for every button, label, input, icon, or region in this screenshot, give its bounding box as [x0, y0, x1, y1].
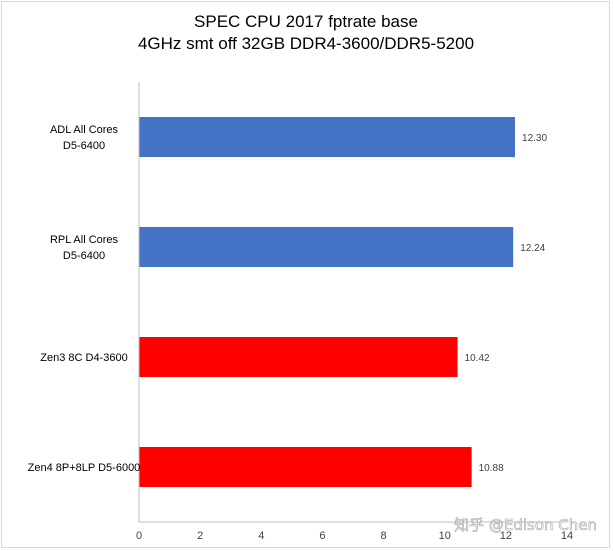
x-tick-label-2: 2 [197, 530, 203, 542]
x-tick-label-0: 0 [136, 530, 142, 542]
category-label-2-line-1: RPL All Cores [50, 234, 119, 246]
chart-title-line-2: 4GHz smt off 32GB DDR4-3600/DDR5-5200 [138, 34, 474, 53]
x-tick-label-6: 6 [319, 530, 325, 542]
value-label-4: 10.88 [479, 463, 504, 474]
category-label-1-line-1: ADL All Cores [50, 124, 119, 136]
x-tick-label-12: 12 [500, 530, 512, 542]
value-label-2: 12.24 [520, 243, 545, 254]
category-label-2-line-2: D5-6400 [63, 250, 105, 262]
axes [138, 82, 567, 523]
x-tick-label-14: 14 [561, 530, 573, 542]
chart-title-line-1: SPEC CPU 2017 fptrate base [194, 12, 418, 31]
category-label-1-line-2: D5-6400 [63, 140, 105, 152]
bar-2 [139, 227, 514, 267]
bar-4 [139, 447, 472, 487]
category-labels: ADL All Cores D5-6400 RPL All Cores D5-6400… [28, 124, 141, 474]
category-label-4-line-1: Zen4 8P+8LP D5-6000 [28, 462, 141, 474]
watermark-text: 知乎 @Edison Chen [454, 516, 597, 534]
value-label-3: 10.42 [465, 353, 490, 364]
bars [139, 117, 516, 487]
x-tick-label-8: 8 [381, 530, 387, 542]
x-tick-label-4: 4 [258, 530, 264, 542]
chart-title: SPEC CPU 2017 fptrate base 4GHz smt off 3… [138, 12, 474, 53]
x-tick-label-10: 10 [439, 530, 451, 542]
watermark: 知乎 @Edison Chen [454, 516, 598, 535]
x-tick-labels: 0 2 4 6 8 10 12 14 [136, 530, 573, 542]
category-label-3-line-1: Zen3 8C D4-3600 [40, 352, 127, 364]
bar-3 [139, 337, 458, 377]
value-label-1: 12.30 [522, 133, 547, 144]
value-labels: 12.30 12.24 10.42 10.88 [465, 133, 548, 474]
bar-1 [139, 117, 516, 157]
